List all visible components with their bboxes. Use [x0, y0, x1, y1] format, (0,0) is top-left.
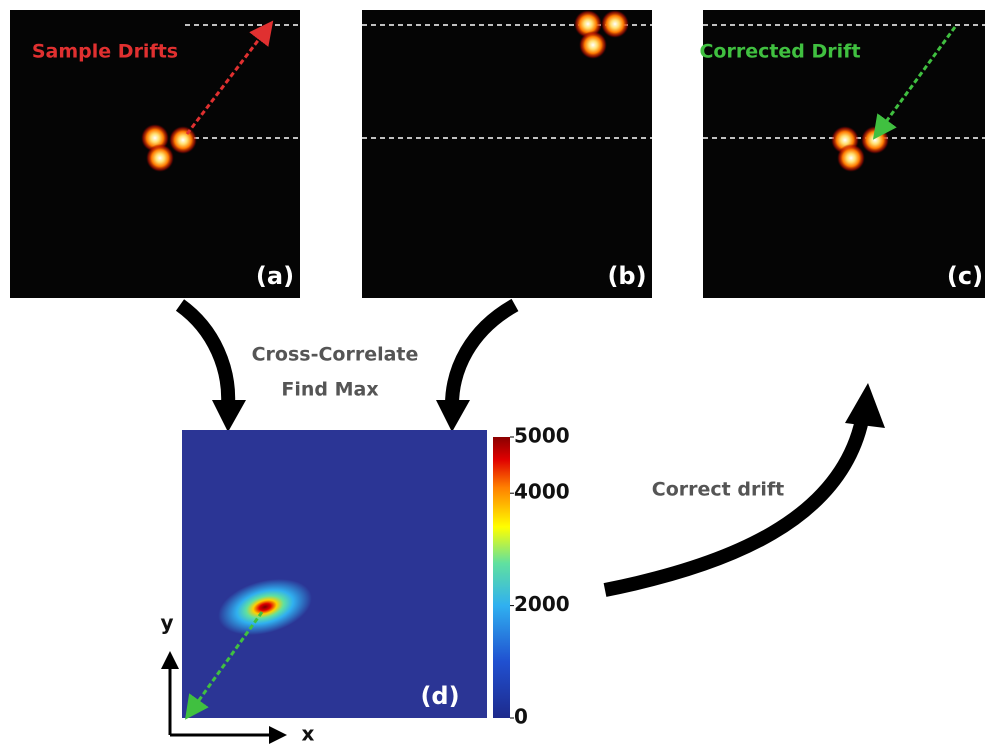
colorbar [493, 437, 510, 718]
colorbar-tick-label: 5000 [514, 424, 570, 448]
step-label: Correct drift [652, 479, 784, 501]
panel-label: (d) [420, 682, 459, 710]
annotation: Sample Drifts [32, 41, 178, 63]
panel-label: (c) [947, 262, 983, 290]
annotation: Corrected Drift [699, 41, 860, 63]
panel-b: (b) [362, 10, 652, 298]
panel-c: Corrected Drift (c) [699, 10, 985, 298]
colorbar-tick-label: 4000 [514, 480, 570, 504]
step-label: Cross-Correlate [252, 344, 419, 366]
panel-label: (b) [607, 262, 646, 290]
panel-label: (a) [256, 262, 294, 290]
panel-a: Sample Drifts (a) [10, 10, 300, 298]
colorbar-tick-label: 0 [514, 705, 528, 729]
axis-label: x [302, 722, 315, 746]
panel-d: (d) [182, 430, 510, 718]
step-label: Find Max [281, 379, 378, 401]
axis-label: y [160, 611, 173, 635]
figure: Sample Drifts (a) (b) Corrected Drift (c… [0, 0, 985, 750]
colorbar-tick-label: 2000 [514, 592, 570, 616]
